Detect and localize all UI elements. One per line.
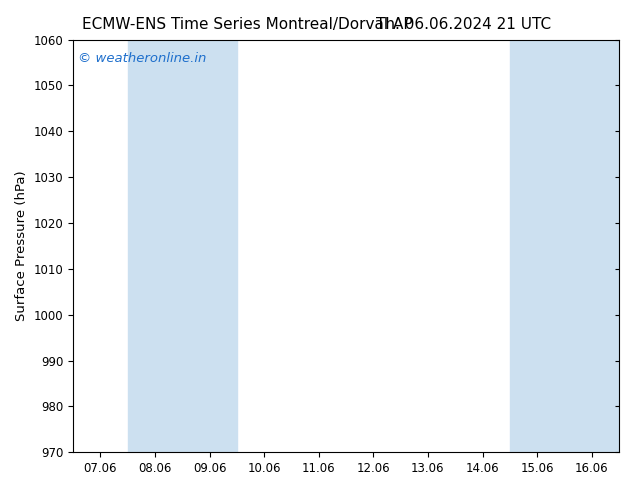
Bar [564,40,619,452]
Text: ECMW-ENS Time Series Montreal/Dorval AP: ECMW-ENS Time Series Montreal/Dorval AP [82,17,413,32]
Y-axis label: Surface Pressure (hPa): Surface Pressure (hPa) [15,171,28,321]
Bar [510,40,564,452]
Text: Th. 06.06.2024 21 UTC: Th. 06.06.2024 21 UTC [377,17,552,32]
Bar [127,40,182,452]
Text: © weatheronline.in: © weatheronline.in [79,52,207,65]
Bar [182,40,237,452]
